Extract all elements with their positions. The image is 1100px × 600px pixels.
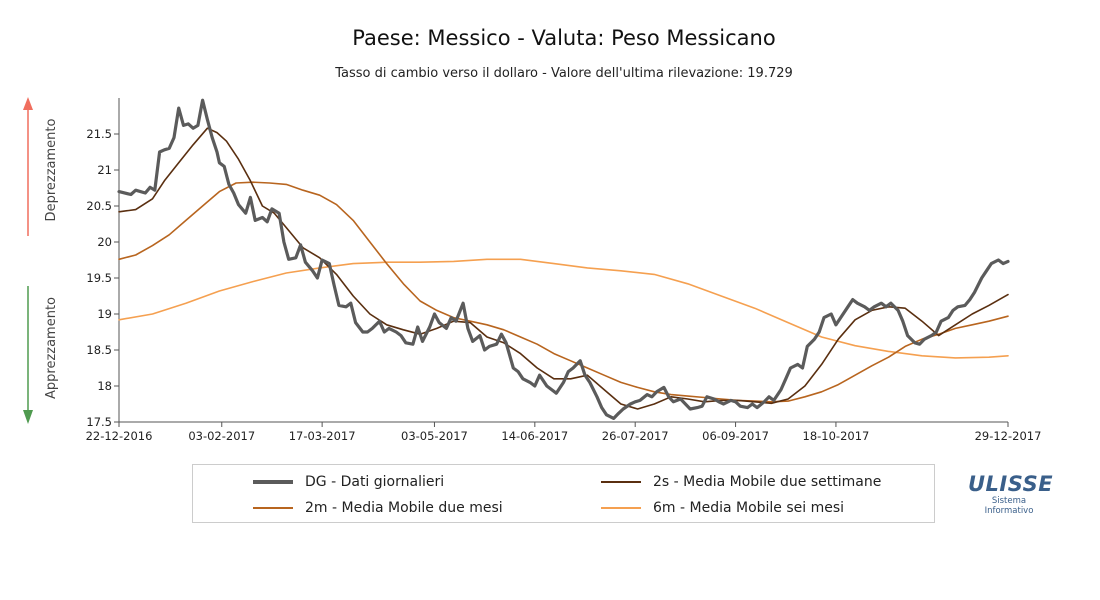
chart-subtitle: Tasso di cambio verso il dollaro - Valor… (335, 66, 793, 81)
legend: DG - Dati giornalieri 2s - Media Mobile … (192, 464, 935, 523)
x-tick-label: 29-12-2017 (975, 429, 1042, 443)
y-tick-label: 21.5 (86, 127, 112, 141)
y-tick-label: 21 (97, 163, 112, 177)
x-tick-label: 14-06-2017 (501, 429, 568, 443)
appreciation-arrow-head (23, 410, 33, 424)
appreciation-label: Apprezzamento (44, 297, 59, 399)
depreciation-arrow-head (23, 97, 33, 110)
x-tick-label: 03-05-2017 (401, 429, 468, 443)
chart-title: Paese: Messico - Valuta: Peso Messicano (352, 26, 776, 50)
y-tick-label: 19 (97, 307, 112, 321)
logo-line2: Informativo (984, 506, 1034, 516)
legend-swatch-6m (601, 507, 641, 509)
y-tick-label: 18 (97, 379, 112, 393)
legend-item-2m: 2m - Media Mobile due mesi (253, 500, 503, 516)
logo-line1: Sistema (991, 496, 1027, 506)
depreciation-label: Deprezzamento (44, 119, 59, 222)
legend-swatch-dg (253, 480, 293, 484)
logo-wordmark: ULISSE (968, 472, 1054, 496)
series-group (117, 98, 1010, 420)
legend-item-2s: 2s - Media Mobile due settimane (601, 474, 881, 490)
y-tick-label: 18.5 (86, 343, 112, 357)
series-line-ma2m (118, 181, 1009, 403)
x-tick-label: 18-10-2017 (803, 429, 870, 443)
legend-label-6m: 6m - Media Mobile sei mesi (653, 500, 845, 516)
legend-swatch-2s (601, 481, 641, 483)
y-tick-label: 20 (97, 235, 112, 249)
legend-swatch-2m (253, 507, 293, 509)
legend-item-dg: DG - Dati giornalieri (253, 474, 444, 490)
y-tick-label: 19.5 (86, 271, 112, 285)
series-line-ma2s (118, 127, 1009, 410)
legend-item-6m: 6m - Media Mobile sei mesi (601, 500, 844, 516)
x-tick-label: 03-02-2017 (188, 429, 255, 443)
y-tick-label: 17.5 (86, 415, 112, 429)
x-tick-label: 26-07-2017 (602, 429, 669, 443)
legend-label-2s: 2s - Media Mobile due settimane (653, 474, 882, 490)
x-tick-label: 22-12-2016 (86, 429, 153, 443)
ulisse-logo: ULISSE Sistema Informativo (968, 472, 1054, 516)
y-tick-label: 20.5 (86, 199, 112, 213)
y-ticks: 17.5 18 18.5 19 19.5 20 20.5 21 21.5 (86, 127, 119, 429)
x-tick-label: 06-09-2017 (702, 429, 769, 443)
x-ticks: 22-12-2016 03-02-2017 17-03-2017 03-05-2017… (86, 422, 1042, 443)
series-line-dg (117, 98, 1010, 420)
legend-label-2m: 2m - Media Mobile due mesi (305, 500, 503, 516)
legend-label-dg: DG - Dati giornalieri (305, 474, 445, 490)
series-line-ma6m (118, 258, 1009, 359)
x-tick-label: 17-03-2017 (289, 429, 356, 443)
